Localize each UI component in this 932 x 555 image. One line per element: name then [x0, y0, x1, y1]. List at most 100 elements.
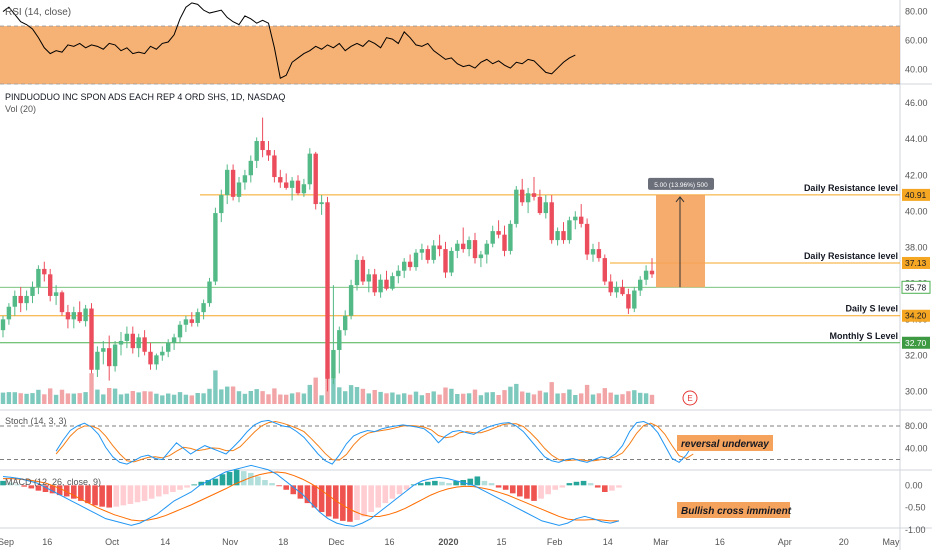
- volume-bar: [372, 390, 377, 404]
- candle-body: [195, 312, 200, 323]
- volume-bar: [337, 387, 342, 404]
- volume-bar: [148, 391, 153, 404]
- volume-bar: [555, 393, 560, 404]
- macd-histogram-bar: [106, 485, 112, 508]
- macd-pane: MACD (12, 26, close, 9) 0.00 -0.50 -1.00 B…: [0, 464, 926, 535]
- candle-body: [48, 274, 53, 296]
- macd-histogram-bar: [198, 481, 205, 486]
- candle-body: [384, 279, 389, 289]
- rsi-tick-label: 40.00: [905, 65, 928, 75]
- macd-histogram-bar: [580, 480, 587, 486]
- candle-body: [449, 250, 454, 273]
- candle-body: [154, 355, 159, 365]
- level-price-tag: [902, 188, 930, 201]
- volume-bar: [419, 395, 425, 404]
- macd-histogram-bar: [382, 485, 389, 504]
- volume-bar: [171, 394, 177, 404]
- volume-bar: [65, 393, 71, 404]
- volume-bar: [124, 393, 130, 404]
- candle-body: [608, 281, 613, 293]
- event-badge-text: E: [687, 394, 692, 403]
- candle-body: [638, 279, 643, 291]
- macd-histogram-bar: [446, 483, 452, 486]
- candle-body: [295, 180, 301, 194]
- volume-bar: [301, 393, 307, 404]
- volume-bar: [561, 393, 566, 404]
- candle-body: [278, 177, 283, 183]
- volume-bar: [455, 394, 460, 404]
- price-range-measure[interactable]: 5.00 (13.96%) 500: [648, 177, 714, 288]
- volume-bar: [207, 388, 212, 404]
- macd-histogram-bar: [417, 483, 424, 486]
- volume-bar: [490, 392, 495, 404]
- volume-bar: [160, 395, 165, 404]
- macd-histogram-bar: [113, 485, 120, 507]
- macd-signal-line: [3, 471, 619, 522]
- rsi-legend: RSI (14, close): [5, 7, 71, 18]
- volume-bar: [289, 393, 295, 404]
- note-reversal-text: reversal underway: [681, 439, 769, 450]
- candle-body: [319, 202, 324, 205]
- volume-bar: [201, 393, 206, 404]
- volume-bar: [638, 392, 643, 404]
- candle-body: [360, 259, 366, 282]
- volume-bar: [466, 393, 472, 404]
- macd-histogram-bar: [42, 485, 49, 492]
- volume-bar: [284, 394, 289, 404]
- volume-bar: [18, 393, 23, 404]
- candle-body: [201, 303, 206, 313]
- macd-histogram-bar: [14, 484, 20, 486]
- time-tick-label: Apr: [778, 537, 792, 547]
- volume-bar: [508, 386, 513, 404]
- time-tick-label: 16: [715, 537, 725, 547]
- macd-histogram-bar: [71, 485, 77, 499]
- volume-bars: [0, 370, 655, 404]
- macd-histogram-bar: [517, 485, 523, 497]
- candle-body: [118, 340, 124, 345]
- candle-body: [284, 182, 289, 188]
- volume-bar: [472, 389, 478, 404]
- volume-bar: [254, 389, 259, 404]
- price-tick-label: 42.00: [905, 170, 928, 180]
- volume-bar: [177, 392, 183, 404]
- volume-bar: [584, 384, 590, 404]
- price-pane: PINDUODUO INC SPON ADS EACH REP 4 ORD SH…: [0, 92, 931, 406]
- last-price-tag-text: 35.78: [905, 282, 927, 292]
- macd-histogram-bar: [283, 485, 289, 490]
- volume-bar: [0, 392, 6, 404]
- macd-histogram-bar: [212, 478, 219, 486]
- candle-body: [508, 223, 513, 251]
- candle-body: [136, 337, 141, 349]
- event-badge-circle[interactable]: [682, 390, 698, 406]
- rsi-line: [2, 2, 576, 79]
- macd-histogram-bar: [35, 485, 42, 491]
- volume-bar: [331, 379, 336, 404]
- volume-bar: [596, 393, 602, 404]
- macd-histogram-bar: [63, 485, 70, 497]
- candle-body: [549, 202, 554, 241]
- level-price-tag-text: 40.91: [905, 190, 927, 200]
- candle-body: [496, 231, 501, 235]
- candle-body: [89, 308, 94, 370]
- candle-body: [24, 295, 29, 304]
- volume-bar: [643, 393, 649, 404]
- rsi-axis: 80.00 60.00 40.00: [905, 7, 928, 75]
- macd-histogram-bar: [340, 485, 346, 521]
- volume-bar: [614, 394, 619, 404]
- macd-histogram-bar: [467, 478, 474, 486]
- volume-bar: [573, 395, 578, 404]
- macd-histogram-bar: [205, 480, 212, 486]
- macd-histogram-bar: [325, 485, 332, 517]
- volume-bar: [195, 393, 200, 404]
- earnings-event-badge[interactable]: E: [682, 390, 698, 406]
- time-tick-label: 20: [839, 537, 849, 547]
- measure-label-box: [648, 177, 714, 190]
- candle-body: [83, 308, 88, 322]
- price-tick-label: 32.00: [905, 350, 928, 360]
- volume-bar: [537, 390, 543, 404]
- volume-bar: [42, 394, 47, 404]
- volume-bar: [478, 395, 484, 404]
- volume-bar: [602, 388, 607, 404]
